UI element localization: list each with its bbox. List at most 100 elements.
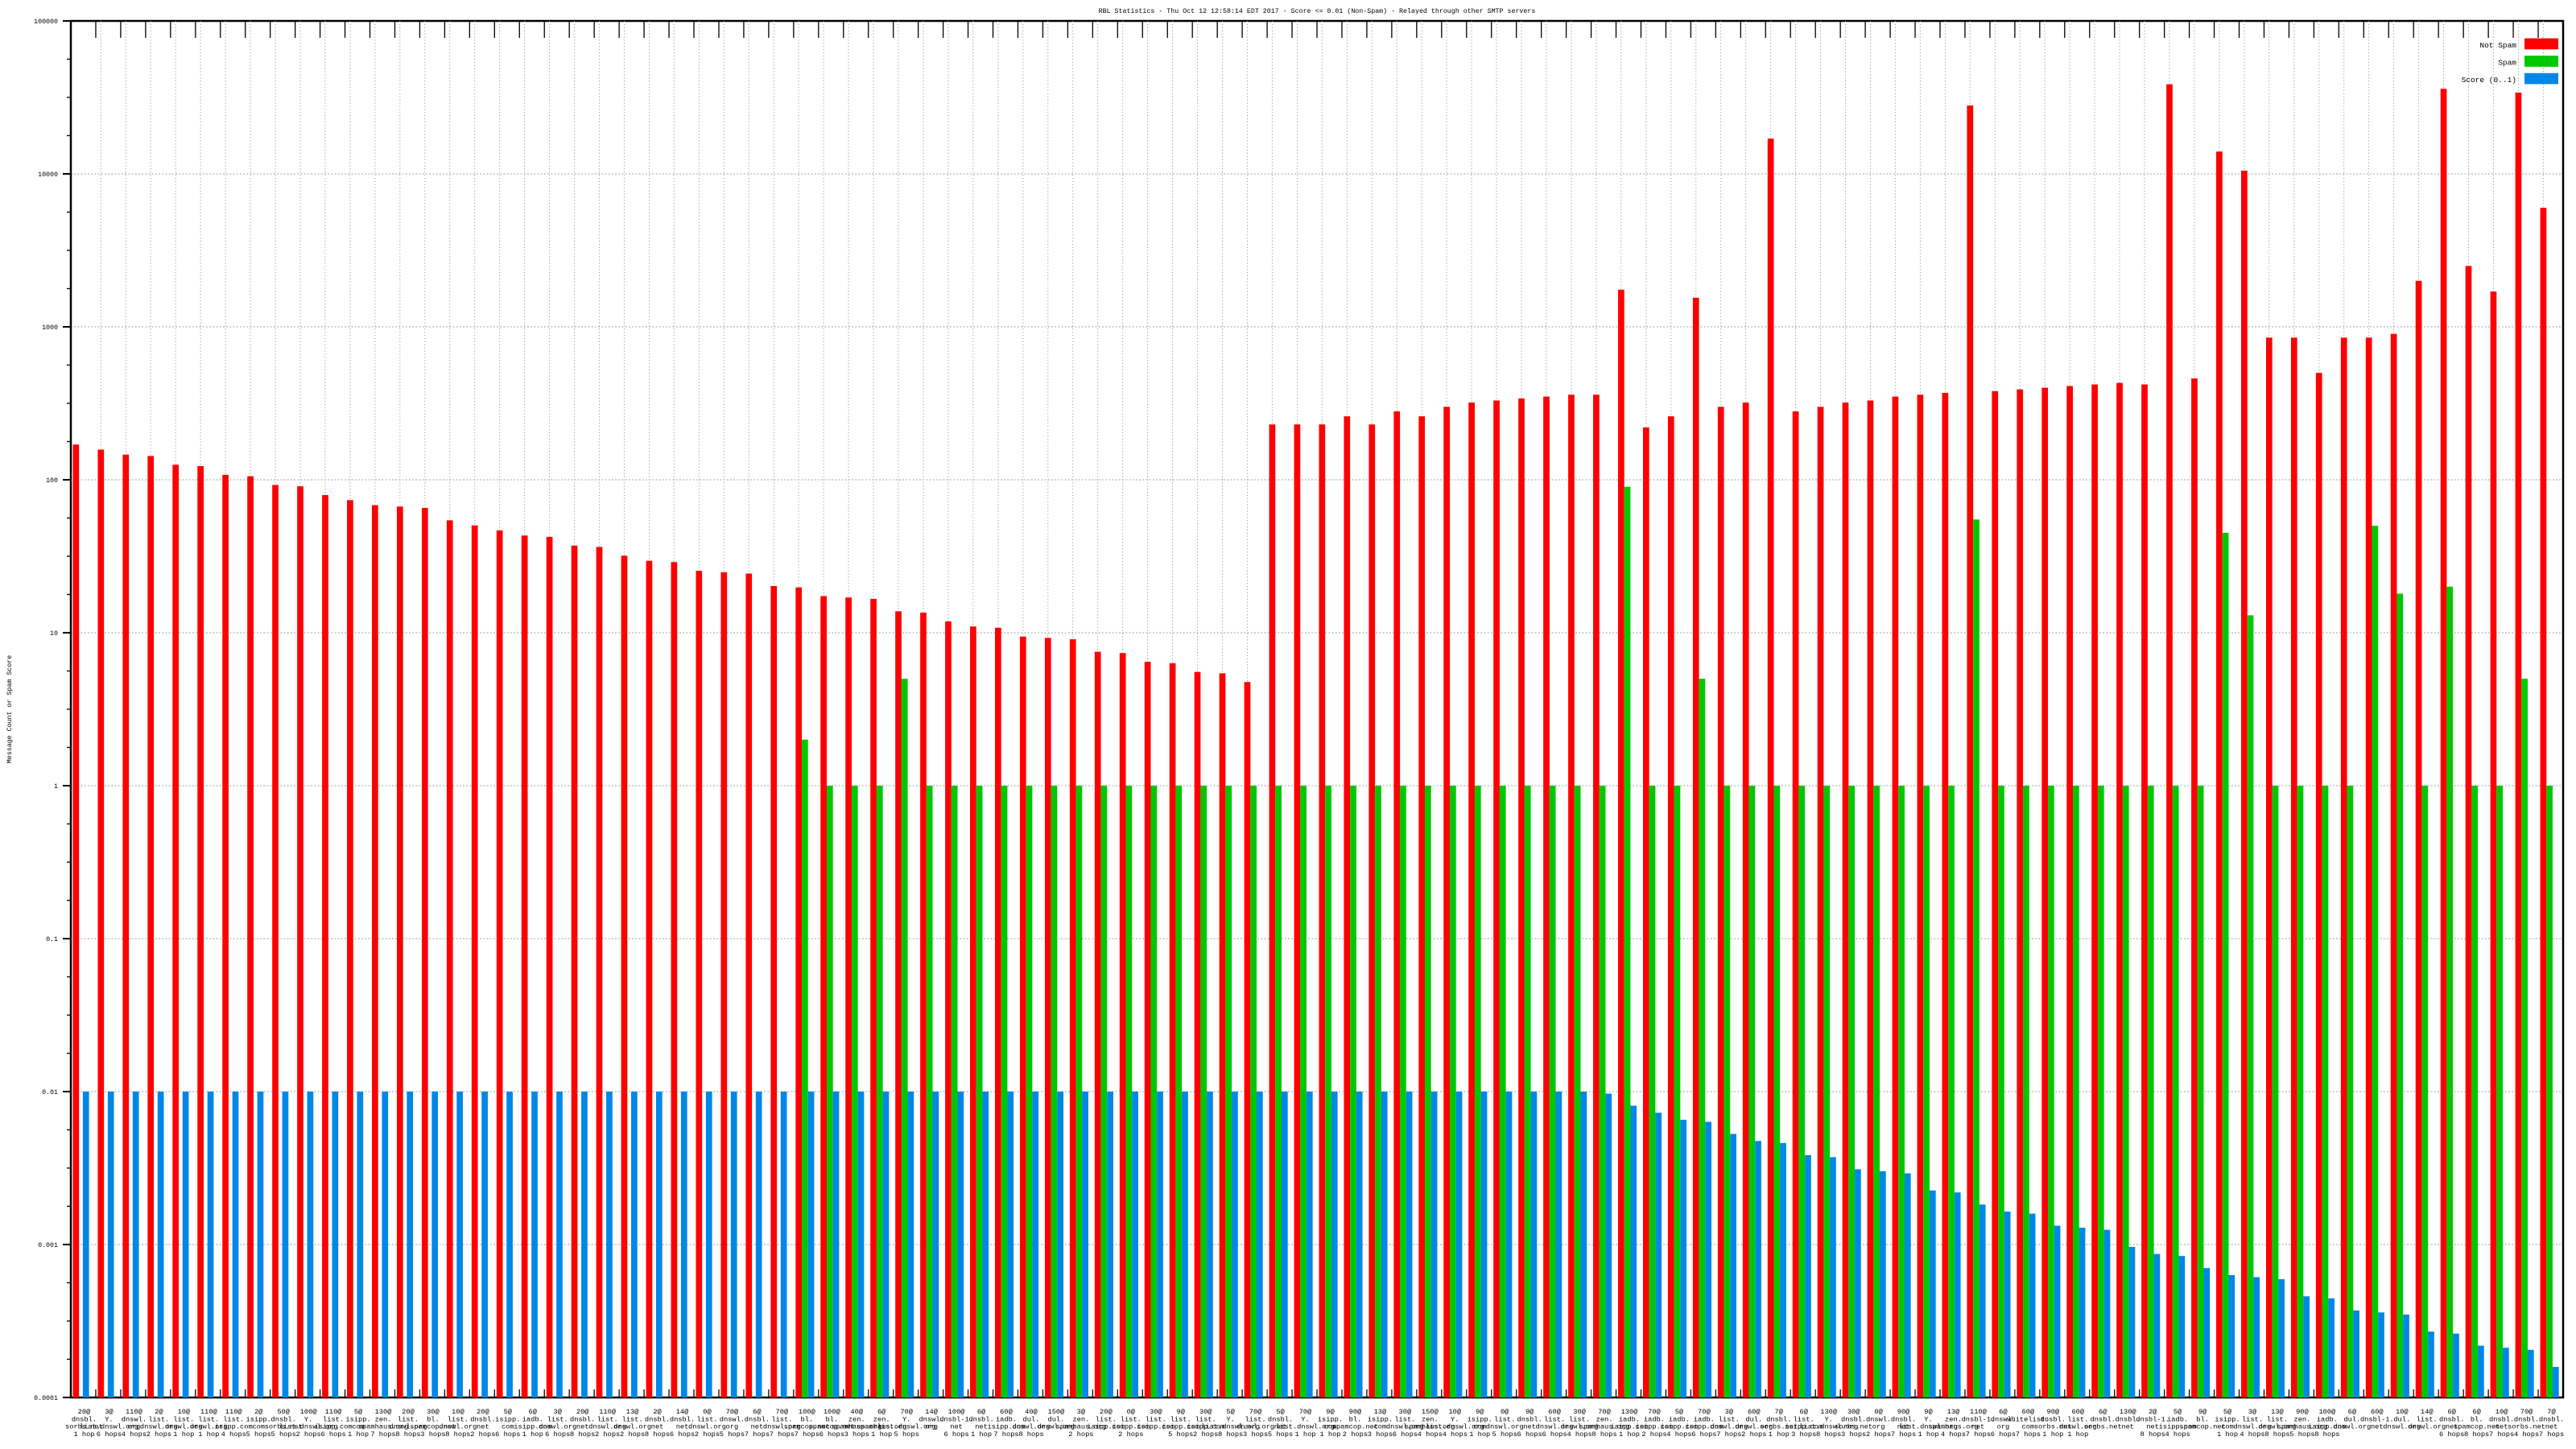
svg-text:2 hops: 2 hops <box>620 1430 645 1439</box>
svg-text:dnswl.org: dnswl.org <box>2333 1423 2371 1431</box>
svg-text:2 hops: 2 hops <box>1343 1430 1368 1439</box>
svg-text:1: 1 <box>54 783 58 791</box>
svg-text:Message Count or Spam Score: Message Count or Spam Score <box>6 655 14 763</box>
svg-text:RBL Statistics - Thu Oct 12 12: RBL Statistics - Thu Oct 12 12:58:14 EDT… <box>1099 7 1536 15</box>
svg-text:6 hops: 6 hops <box>670 1430 695 1439</box>
svg-text:1 hop: 1 hop <box>173 1430 194 1439</box>
svg-text:8 hops: 8 hops <box>445 1430 470 1439</box>
svg-text:5 hops: 5 hops <box>2289 1430 2314 1439</box>
svg-text:0.1: 0.1 <box>46 936 58 943</box>
svg-text:1 hop: 1 hop <box>348 1430 369 1439</box>
svg-text:7 hops: 7 hops <box>745 1430 770 1439</box>
svg-text:7 hops: 7 hops <box>1966 1430 1991 1439</box>
svg-text:100000: 100000 <box>34 19 58 26</box>
svg-text:0.0001: 0.0001 <box>34 1395 58 1402</box>
svg-text:5 hops: 5 hops <box>1492 1430 1517 1439</box>
svg-text:7 hops: 7 hops <box>2489 1430 2514 1439</box>
svg-text:5 hops: 5 hops <box>1168 1430 1193 1439</box>
svg-text:8 hops: 8 hops <box>2314 1430 2339 1439</box>
svg-text:5 hops: 5 hops <box>720 1430 745 1439</box>
svg-text:1 hop: 1 hop <box>2217 1430 2238 1439</box>
svg-text:6 hops: 6 hops <box>2439 1430 2464 1439</box>
svg-text:8 hops: 8 hops <box>395 1430 420 1439</box>
svg-text:1 hop: 1 hop <box>871 1430 892 1439</box>
svg-text:6 hops: 6 hops <box>1691 1430 1716 1439</box>
svg-text:1 hop: 1 hop <box>73 1430 94 1439</box>
svg-text:5 hops: 5 hops <box>246 1430 271 1439</box>
svg-text:1 hop: 1 hop <box>2067 1430 2088 1439</box>
svg-text:8 hops: 8 hops <box>645 1430 670 1439</box>
svg-text:6 hops: 6 hops <box>819 1430 844 1439</box>
svg-text:1 hop: 1 hop <box>1319 1430 1340 1439</box>
svg-text:1000: 1000 <box>42 324 58 332</box>
svg-text:3 hops: 3 hops <box>1841 1430 1866 1439</box>
svg-text:6 hops: 6 hops <box>545 1430 570 1439</box>
svg-text:sorbs.net: sorbs.net <box>2084 1423 2122 1431</box>
svg-text:7 hops: 7 hops <box>770 1430 795 1439</box>
svg-text:6 hops: 6 hops <box>1991 1430 2016 1439</box>
svg-text:8 hops: 8 hops <box>570 1430 595 1439</box>
svg-text:net: net <box>2121 1423 2134 1431</box>
svg-text:1 hop: 1 hop <box>971 1430 992 1439</box>
svg-text:2 hops: 2 hops <box>295 1430 320 1439</box>
svg-text:org: org <box>925 1423 938 1431</box>
svg-text:6 hops: 6 hops <box>320 1430 345 1439</box>
svg-text:2 hops: 2 hops <box>147 1430 171 1439</box>
svg-text:2 hops: 2 hops <box>1068 1430 1093 1439</box>
svg-text:Score (0..1): Score (0..1) <box>2462 76 2516 85</box>
svg-text:10000: 10000 <box>38 171 58 179</box>
svg-text:Spam: Spam <box>2498 58 2516 67</box>
svg-text:5 hops: 5 hops <box>271 1430 296 1439</box>
svg-text:2 hops: 2 hops <box>1741 1430 1766 1439</box>
svg-text:1 hop: 1 hop <box>2042 1430 2063 1439</box>
svg-text:3 hops: 3 hops <box>1368 1430 1393 1439</box>
svg-text:4 hops: 4 hops <box>2165 1430 2190 1439</box>
svg-text:6 hops: 6 hops <box>495 1430 520 1439</box>
svg-text:8 hops: 8 hops <box>1218 1430 1243 1439</box>
svg-text:1 hop: 1 hop <box>198 1430 219 1439</box>
svg-text:2 hops: 2 hops <box>595 1430 620 1439</box>
svg-text:1 hop: 1 hop <box>1769 1430 1790 1439</box>
svg-text:5 hops: 5 hops <box>1268 1430 1293 1439</box>
svg-text:2 hops: 2 hops <box>470 1430 495 1439</box>
svg-text:4 hops: 4 hops <box>1941 1430 1966 1439</box>
svg-text:5 hops: 5 hops <box>894 1430 919 1439</box>
svg-text:4 hops: 4 hops <box>122 1430 147 1439</box>
svg-text:1 hop: 1 hop <box>1619 1430 1640 1439</box>
svg-text:4 hops: 4 hops <box>2240 1430 2264 1439</box>
svg-text:3 hops: 3 hops <box>1243 1430 1268 1439</box>
svg-text:4 hops: 4 hops <box>1418 1430 1443 1439</box>
svg-text:7 hops: 7 hops <box>2016 1430 2041 1439</box>
svg-text:1 hop: 1 hop <box>522 1430 543 1439</box>
svg-text:8 hops: 8 hops <box>1816 1430 1841 1439</box>
svg-text:100: 100 <box>46 477 58 485</box>
svg-text:8 hops: 8 hops <box>2140 1430 2165 1439</box>
svg-text:2 hops: 2 hops <box>1118 1430 1143 1439</box>
svg-text:7 hops: 7 hops <box>795 1430 819 1439</box>
svg-text:2 hops: 2 hops <box>1866 1430 1891 1439</box>
svg-text:net: net <box>2371 1423 2384 1431</box>
svg-text:6 hops: 6 hops <box>1517 1430 1542 1439</box>
svg-text:2 hops: 2 hops <box>695 1430 720 1439</box>
svg-text:6 hops: 6 hops <box>97 1430 122 1439</box>
svg-text:6 hops: 6 hops <box>943 1430 968 1439</box>
svg-text:8 hops: 8 hops <box>2264 1430 2289 1439</box>
svg-text:3 hops: 3 hops <box>420 1430 445 1439</box>
svg-text:7 hops: 7 hops <box>370 1430 395 1439</box>
svg-text:4 hops: 4 hops <box>1567 1430 1591 1439</box>
svg-text:4 hops: 4 hops <box>1666 1430 1691 1439</box>
svg-text:4 hops: 4 hops <box>1443 1430 1468 1439</box>
svg-text:0.01: 0.01 <box>42 1089 58 1096</box>
svg-text:3 hops: 3 hops <box>844 1430 869 1439</box>
svg-text:1 hop: 1 hop <box>1294 1430 1315 1439</box>
svg-text:2 hops: 2 hops <box>1641 1430 1666 1439</box>
svg-text:4 hops: 4 hops <box>221 1430 246 1439</box>
svg-text:1 hop: 1 hop <box>1918 1430 1938 1439</box>
svg-text:0.001: 0.001 <box>38 1242 58 1249</box>
svg-text:4 hops: 4 hops <box>2514 1430 2539 1439</box>
svg-text:7 hops: 7 hops <box>1891 1430 1916 1439</box>
svg-text:6 hops: 6 hops <box>1393 1430 1418 1439</box>
svg-text:8 hops: 8 hops <box>1591 1430 1616 1439</box>
svg-text:Not Spam: Not Spam <box>2479 41 2516 50</box>
svg-text:2 hops: 2 hops <box>1193 1430 1218 1439</box>
